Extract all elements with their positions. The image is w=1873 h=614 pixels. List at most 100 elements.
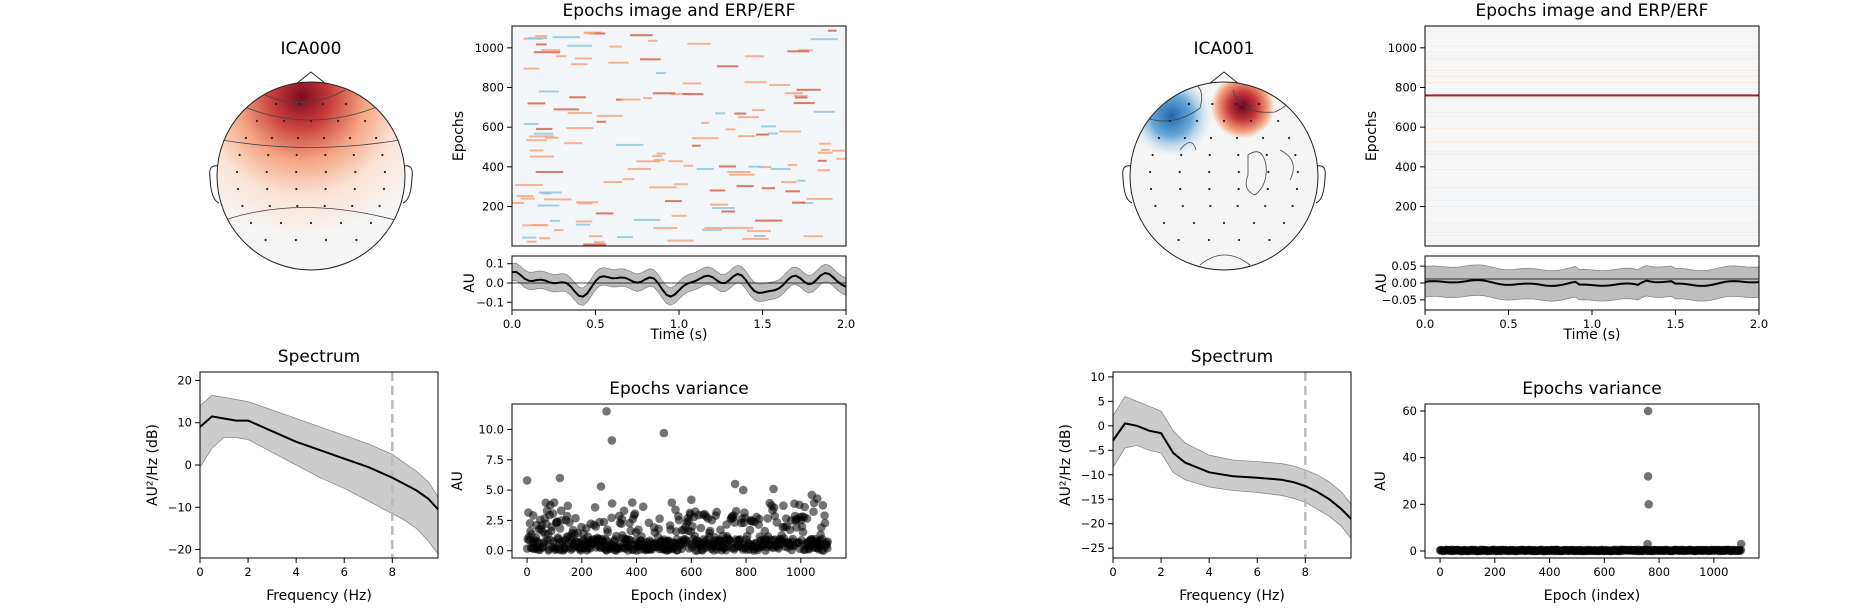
epoch-streak	[654, 159, 665, 161]
epoch-streak	[535, 127, 553, 130]
y-tick-label: 0	[1410, 544, 1417, 558]
variance-point	[556, 506, 566, 515]
epoch-streak	[653, 227, 678, 229]
epoch-streak	[785, 190, 800, 193]
y-tick-label: 400	[1395, 160, 1417, 174]
x-tick-label: 0	[1436, 565, 1443, 579]
epoch-streak	[767, 132, 778, 135]
component-ica001: ICA001 Epochs image and ERP/ERF	[1058, 1, 1768, 604]
epoch-streak	[535, 171, 564, 173]
variance-title: Epochs variance	[1522, 379, 1662, 399]
sensor-dot	[383, 170, 386, 174]
sensor-dot	[1209, 204, 1212, 208]
epoch-streak	[1425, 206, 1759, 207]
epoch-streak	[755, 219, 783, 222]
epoch-streak	[523, 123, 539, 125]
epoch-streak	[761, 125, 776, 128]
epoch-streak	[769, 84, 791, 86]
sensor-dot	[1162, 221, 1166, 225]
sensor-dot	[375, 136, 378, 140]
epoch-streak	[1425, 94, 1759, 97]
y-tick-label: 800	[482, 80, 504, 94]
head-outline	[1129, 81, 1319, 271]
x-tick-label: 1.0	[1583, 317, 1601, 331]
sensor-dot	[295, 187, 298, 191]
epoch-streak	[729, 173, 755, 176]
sensor-dot	[381, 153, 384, 157]
epoch-streak	[770, 168, 791, 170]
epoch-streak	[516, 195, 534, 198]
epoch-streak	[588, 32, 606, 35]
variance-ticks: 0.0 2.5 5.0 7.5 10.0 0 200 400 600 800 1000	[478, 422, 815, 579]
sensor-dot	[1237, 170, 1240, 174]
epoch-streak	[758, 166, 772, 169]
x-tick-label: 2	[1157, 565, 1164, 579]
variance-point	[638, 502, 648, 512]
variance-xlabel: Epoch (index)	[1544, 588, 1641, 604]
y-tick-label: 600	[1395, 120, 1417, 134]
epoch-streak	[529, 155, 554, 158]
left-ear	[209, 165, 220, 204]
variance-point	[619, 506, 629, 516]
x-tick-label: 0	[523, 565, 530, 579]
sensor-dot	[236, 187, 240, 191]
sensor-dot	[309, 119, 313, 123]
sensor-dot	[1295, 187, 1299, 191]
epochs-image-yticks: 200 400 600 800 1000	[1388, 41, 1425, 214]
epoch-streak	[643, 97, 653, 100]
variance-point	[818, 501, 828, 510]
epoch-streak	[652, 92, 676, 95]
sensor-dots	[236, 102, 386, 242]
epoch-streak	[616, 98, 624, 101]
erp-line	[1424, 279, 1760, 287]
sensor-dot	[1234, 102, 1237, 106]
epoch-streak	[649, 186, 677, 189]
epoch-streak	[716, 65, 739, 68]
epoch-streak	[574, 57, 593, 60]
sensor-dot	[1252, 221, 1256, 225]
epoch-streak	[751, 109, 765, 111]
y-tick-label: 0	[1098, 419, 1105, 433]
y-tick-label: 0.00	[1391, 276, 1417, 290]
sensor-dot	[1288, 136, 1291, 140]
epoch-streak	[583, 32, 595, 35]
x-tick-label: 1000	[1699, 565, 1728, 579]
x-tick-label: 8	[389, 565, 396, 579]
epoch-streak	[827, 29, 837, 32]
variance-point	[549, 498, 559, 507]
epochs-image-ylabel: Epochs	[1364, 111, 1380, 161]
erp-line	[511, 270, 847, 298]
y-tick-label: 0.05	[1391, 259, 1417, 273]
variance-point	[696, 523, 706, 533]
sensor-dot	[1195, 119, 1198, 123]
epoch-streak	[537, 204, 560, 207]
epoch-streak	[603, 181, 623, 183]
y-tick-label: −0.05	[1382, 293, 1417, 307]
nose	[1208, 71, 1240, 85]
nose	[295, 71, 327, 85]
epoch-streak	[817, 169, 830, 172]
variance-point	[562, 511, 572, 521]
x-tick-label: 6	[341, 565, 348, 579]
x-tick-label: 4	[1205, 565, 1212, 579]
sensor-dot	[352, 153, 355, 157]
spectrum-ticks: 20 10 0 −10 −20 0 2 4 6 8	[168, 373, 396, 579]
erp-band	[1424, 264, 1760, 302]
epoch-streak	[797, 179, 806, 182]
epoch-streak	[721, 210, 736, 213]
sensor-dot	[324, 187, 327, 191]
x-tick-label: 200	[571, 565, 593, 579]
variance-point	[602, 407, 611, 416]
variance-xlabel: Epoch (index)	[631, 588, 728, 604]
epoch-streak	[737, 116, 760, 119]
sensor-dot	[236, 170, 239, 174]
sensor-dot	[1183, 136, 1186, 140]
x-tick-label: 0.5	[586, 317, 604, 331]
epoch-streak	[520, 197, 535, 200]
y-tick-label: 20	[177, 373, 192, 387]
sensor-dot	[255, 119, 258, 123]
x-tick-label: 0.0	[503, 317, 521, 331]
epoch-streak	[556, 55, 567, 58]
sensor-dot	[264, 238, 267, 242]
epoch-streak	[801, 202, 814, 204]
